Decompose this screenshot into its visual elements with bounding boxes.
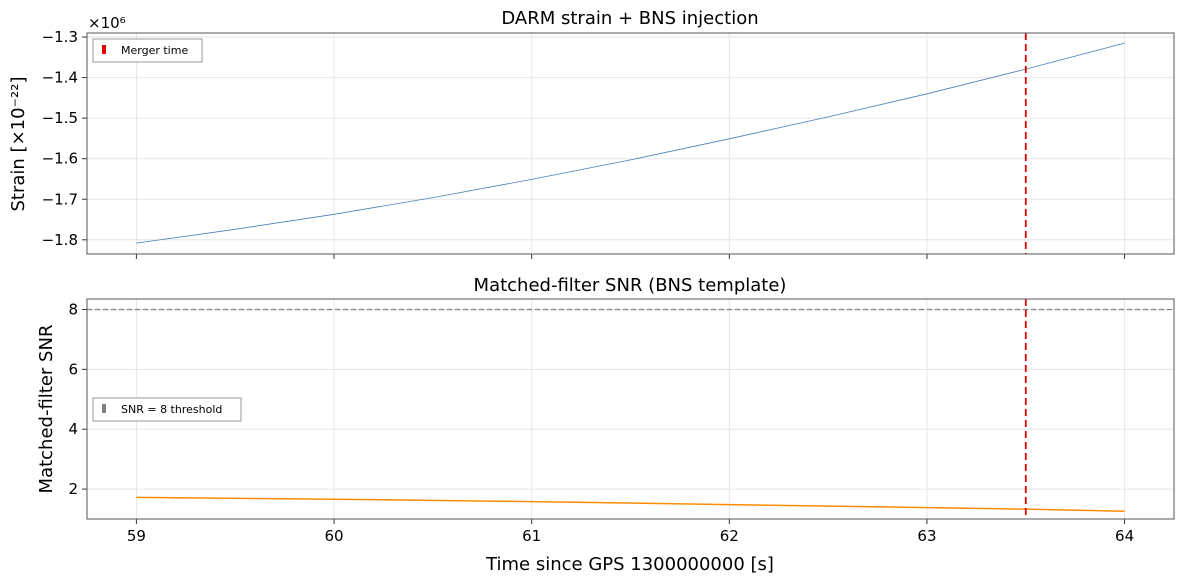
- snr-series-line: [136, 496, 1125, 512]
- xtick-label: 63: [917, 527, 936, 545]
- snr-grid: [87, 299, 1174, 519]
- strain-panel: DARM strain + BNS injection ×10⁶ Strain …: [8, 8, 1175, 259]
- snr-legend: SNR = 8 threshold: [92, 397, 242, 422]
- strain-legend-box: [92, 38, 203, 63]
- xtick-label: 60: [324, 527, 343, 545]
- strain-offset-text: ×10⁶: [88, 14, 126, 32]
- strain-ticks: −1.8 −1.7 −1.6 −1.5 −1.4 −1.3: [42, 28, 1126, 259]
- xtick-label: 59: [127, 527, 146, 545]
- snr-ytick-label: 6: [68, 360, 78, 378]
- strain-ytick-label: −1.6: [42, 150, 78, 168]
- snr-ytick-label: 2: [68, 480, 78, 498]
- xtick-label: 62: [720, 527, 739, 545]
- xtick-label: 64: [1115, 527, 1134, 545]
- snr-axes-frame: [86, 298, 1175, 520]
- strain-series-line: [136, 42, 1125, 244]
- threshold-legend-swatch: [102, 404, 106, 413]
- merger-legend-label: Merger time: [121, 44, 188, 57]
- merger-legend-swatch: [102, 45, 106, 54]
- snr-ytick-label: 4: [68, 420, 78, 438]
- strain-ylabel: Strain [×10⁻²²]: [8, 76, 29, 211]
- snr-ylabel: Matched-filter SNR: [36, 325, 57, 494]
- threshold-legend-label: SNR = 8 threshold: [121, 403, 222, 416]
- strain-ytick-label: −1.5: [42, 109, 78, 127]
- strain-grid: [87, 33, 1174, 254]
- xtick-label: 61: [522, 527, 541, 545]
- snr-ticks: 59 60 61 62 63 64 2 4 6 8: [68, 300, 1134, 545]
- strain-title: DARM strain + BNS injection: [501, 8, 758, 29]
- strain-legend: Merger time: [92, 38, 203, 63]
- strain-series-layer: [136, 33, 1125, 254]
- strain-axes-frame: [86, 32, 1175, 255]
- snr-title: Matched-filter SNR (BNS template): [474, 275, 787, 296]
- snr-panel: Matched-filter SNR (BNS template) Matche…: [36, 275, 1175, 575]
- snr-ytick-label: 8: [68, 300, 78, 318]
- time-xlabel: Time since GPS 1300000000 [s]: [485, 554, 774, 575]
- snr-series-layer: [87, 299, 1174, 519]
- strain-ytick-label: −1.8: [42, 231, 78, 249]
- strain-ytick-label: −1.3: [42, 28, 78, 46]
- strain-ytick-label: −1.4: [42, 69, 78, 87]
- snr-legend-box: [92, 397, 242, 422]
- strain-ytick-label: −1.7: [42, 190, 78, 208]
